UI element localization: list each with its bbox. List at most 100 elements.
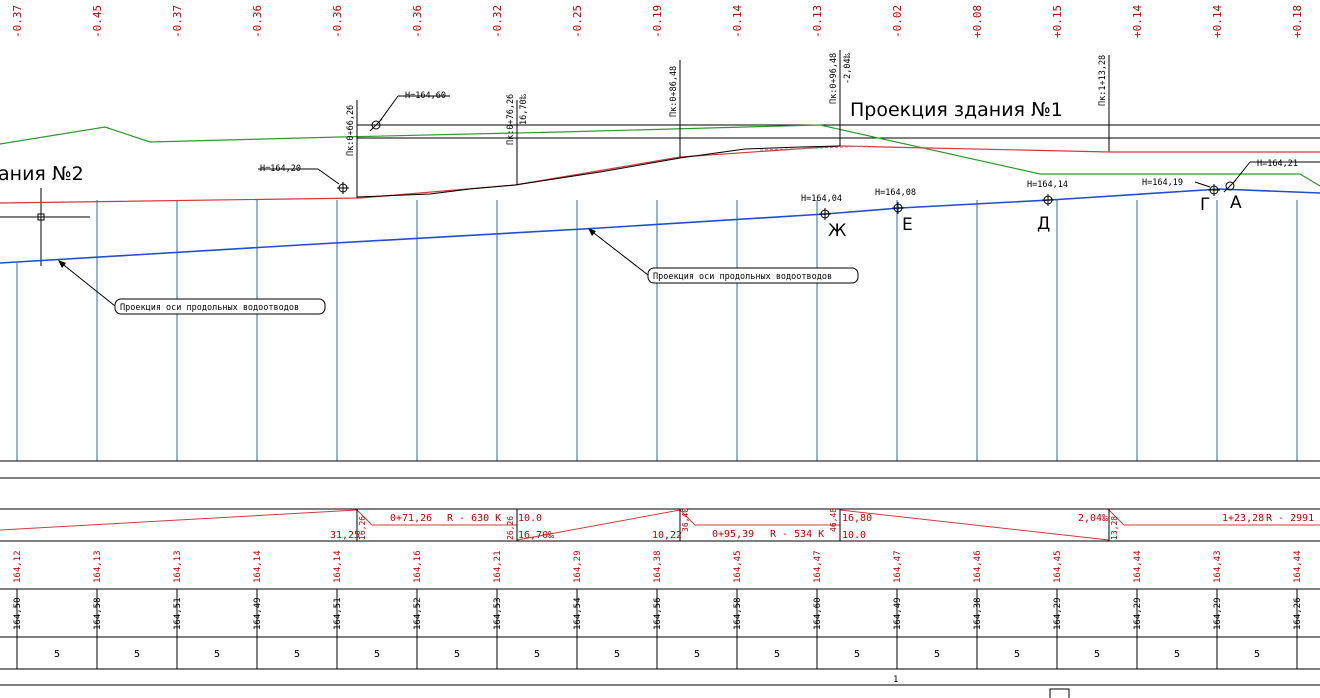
design-mark-9: 164,45 (733, 550, 743, 583)
top-value-13: +0.15 (1051, 5, 1064, 38)
pk-slope-4: -2,04‰ (843, 52, 853, 84)
band-seg1-len: 31,25 (330, 530, 360, 541)
design-mark-10: 164,47 (813, 550, 823, 583)
top-value-16: +0.18 (1291, 5, 1304, 38)
top-value-8: -0.19 (651, 5, 664, 38)
distance-6: 5 (534, 649, 540, 660)
band-10-0-b: 10.0 (842, 530, 866, 541)
top-value-10: -0.13 (811, 5, 824, 38)
station-grid (16, 200, 1298, 669)
pk-markers: Пк:0+66,26 Пк:0+76,26 16,70‰ Пк:0+86,48 … (346, 50, 1110, 198)
point-zh-label: Ж (828, 221, 846, 241)
design-mark-0: 164,12 (13, 550, 23, 583)
design-mark-6: 164,21 (493, 550, 503, 583)
ground-mark-5: 164,52 (413, 597, 423, 630)
top-value-6: -0.32 (491, 5, 504, 38)
band-10-22: 10,22 (652, 530, 682, 541)
design-mark-13: 164,45 (1053, 550, 1063, 583)
axis-callout-1-text: Проекция оси продольных водоотводов (120, 303, 299, 313)
band-36-40: 36,40 (681, 508, 690, 532)
design-mark-16: 164,44 (1293, 550, 1303, 583)
distance-12: 5 (1014, 649, 1020, 660)
band-curve2-r: R - 534 К (770, 529, 824, 540)
design-mark-4: 164,14 (333, 550, 343, 583)
distance-10: 5 (854, 649, 860, 660)
ground-marks-row: 164,50 164,58 164,51 164,49 164,51 164,52 164,… (13, 597, 1303, 630)
building-1-label: Проекция здания №1 (850, 99, 1063, 121)
terrain-curve (356, 145, 841, 198)
elevation-164-20: H=164,20 (260, 164, 301, 174)
design-mark-12: 164,46 (973, 550, 983, 583)
distance-9: 5 (774, 649, 780, 660)
pk-label-1: Пк:0+66,26 (346, 105, 356, 156)
design-marks-row: 164,12 164,13 164,13 164,14 164,14 164,16 164,… (13, 550, 1303, 583)
ground-mark-9: 164,58 (733, 597, 743, 630)
bottom-number: 1 (893, 675, 898, 685)
band-curve1: 0+71,26 (390, 513, 432, 524)
axis-callout-2-text: Проекция оси продольных водоотводов (653, 272, 832, 282)
elevation-164-04: H=164,04 (801, 194, 842, 204)
pk-label-5: Пк:1+13,28 (1098, 55, 1108, 106)
band-seg1-angle: 16,26 (358, 516, 367, 540)
top-value-0: -0.37 (11, 5, 24, 38)
top-values-row: -0.37 -0.45 -0.37 -0.36 -0.36 -0.36 -0.32 -0.25… (11, 5, 1304, 38)
elevation-164-60: H=164,60 (405, 91, 446, 101)
distance-15: 5 (1254, 649, 1260, 660)
distance-4: 5 (374, 649, 380, 660)
band-slope2: 2,04‰ (1078, 513, 1109, 524)
band-slope1: 16,70‰ (518, 530, 555, 541)
band-frames (0, 460, 1320, 686)
design-mark-1: 164,13 (93, 550, 103, 583)
ground-mark-13: 164,29 (1053, 597, 1063, 630)
design-mark-3: 164,14 (253, 550, 263, 583)
ground-mark-15: 164,29 (1213, 597, 1223, 630)
distance-7: 5 (614, 649, 620, 660)
band-26-26: 26,26 (506, 516, 515, 540)
band-curve3-r: R - 2991 (1266, 513, 1314, 524)
ground-mark-2: 164,51 (173, 597, 183, 630)
elevation-164-21: H=164,21 (1257, 159, 1298, 169)
ground-mark-14: 164,29 (1133, 597, 1143, 630)
small-box (1049, 688, 1070, 698)
top-value-15: +0.14 (1211, 5, 1224, 38)
distance-2: 5 (214, 649, 220, 660)
ground-mark-0: 164,50 (13, 597, 23, 630)
ground-mark-11: 164,49 (893, 597, 903, 630)
band-curve2: 0+95,39 (712, 529, 754, 540)
building-2-marker (0, 188, 90, 266)
elevation-164-14: H=164,14 (1027, 180, 1068, 190)
point-e-label: Е (902, 215, 913, 235)
design-mark-11: 164,47 (893, 550, 903, 583)
top-value-1: -0.45 (91, 5, 104, 38)
pk-label-2: Пк:0+76,26 (506, 94, 516, 145)
band-16-80: 16,80 (842, 513, 872, 524)
ground-mark-16: 164,26 (1293, 597, 1303, 630)
point-a-label: А (1230, 193, 1242, 213)
point-g-label: Г (1200, 195, 1210, 215)
ground-mark-7: 164,54 (573, 597, 583, 630)
design-mark-7: 164,29 (573, 550, 583, 583)
pk-label-3: Пк:0+86,48 (669, 66, 679, 117)
elevation-164-19: H=164,19 (1142, 178, 1183, 188)
design-mark-5: 164,16 (413, 550, 423, 583)
ground-mark-12: 164,38 (973, 597, 983, 630)
point-d-label: Д (1037, 214, 1050, 234)
top-value-11: -0.02 (891, 5, 904, 38)
distance-11: 5 (934, 649, 940, 660)
top-value-12: +0.08 (971, 5, 984, 38)
drainage-axis-line (0, 188, 1320, 264)
top-value-7: -0.25 (571, 5, 584, 38)
distance-8: 5 (694, 649, 700, 660)
terrain-curve-dash (759, 145, 871, 151)
pk-slope-2: 16,70‰ (519, 93, 529, 125)
band-curve1-r: R - 630 К (447, 513, 501, 524)
distances-row: 5 5 5 5 5 5 5 5 5 5 5 5 5 5 5 5 (54, 649, 1260, 660)
distance-14: 5 (1174, 649, 1180, 660)
design-mark-14: 164,44 (1133, 550, 1143, 583)
ground-mark-6: 164,53 (493, 597, 503, 630)
distance-13: 5 (1094, 649, 1100, 660)
distance-1: 5 (134, 649, 140, 660)
axis-callout-1: Проекция оси продольных водоотводов (58, 260, 326, 315)
top-value-3: -0.36 (251, 5, 264, 38)
